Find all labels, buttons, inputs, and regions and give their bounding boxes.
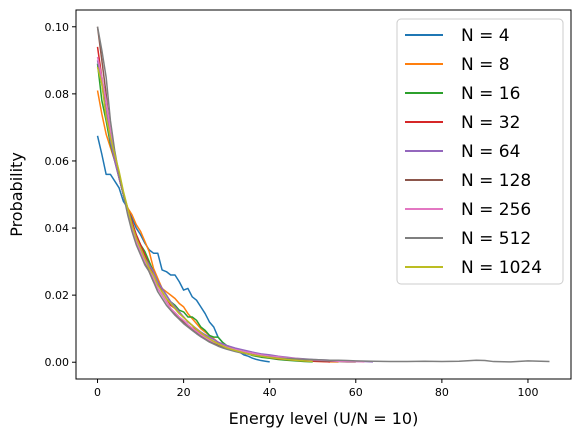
legend-entry: N = 64: [461, 142, 520, 162]
x-tick-label: 20: [177, 386, 191, 399]
y-tick-label: 0.06: [45, 155, 70, 168]
legend-entry: N = 16: [461, 84, 520, 104]
series-layer: [96, 26, 550, 363]
series-line-8: [96, 66, 313, 363]
y-tick-label: 0.08: [45, 88, 70, 101]
legend: N = 4 N = 8 N = 16 N = 32 N = 64 N = 128 N = 2…: [396, 18, 564, 285]
legend-entry: N = 128: [461, 171, 531, 191]
y-tick-label: 0.10: [45, 21, 70, 34]
legend-entry: N = 4: [461, 26, 510, 46]
plot-frame: [75, 9, 572, 380]
legend-box: [396, 18, 564, 285]
y-tick-label: 0.04: [45, 222, 70, 235]
x-axis: 0 20 40 60 80 100: [94, 379, 538, 399]
y-tick-label: 0.02: [45, 289, 70, 302]
series-line-7: [96, 26, 550, 363]
x-tick-label: 0: [94, 386, 101, 399]
y-axis-label: Probability: [7, 152, 26, 237]
x-axis-label: Energy level (U/N = 10): [229, 409, 419, 428]
legend-entry: N = 256: [461, 200, 531, 220]
x-tick-label: 80: [435, 386, 449, 399]
y-tick-label: 0.00: [45, 356, 70, 369]
legend-entry: N = 1024: [461, 258, 542, 278]
legend-entry: N = 512: [461, 229, 531, 249]
legend-entry: N = 32: [461, 113, 520, 133]
x-tick-label: 60: [349, 386, 363, 399]
x-tick-label: 100: [517, 386, 538, 399]
x-tick-label: 40: [263, 386, 277, 399]
legend-entry: N = 8: [461, 55, 510, 75]
y-axis: 0.00 0.02 0.04 0.06 0.08 0.10: [45, 21, 76, 369]
